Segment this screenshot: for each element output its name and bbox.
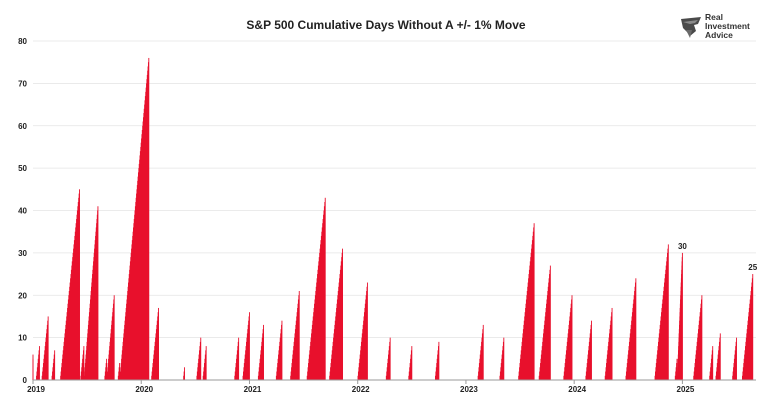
- y-tick-label: 80: [18, 37, 27, 46]
- brand-line-3: Advice: [705, 30, 733, 40]
- y-tick-label: 60: [18, 122, 27, 131]
- brand-line-2: Investment: [705, 21, 750, 31]
- y-tick-label: 50: [18, 164, 27, 173]
- x-tick-label: 2020: [135, 385, 153, 394]
- data-label: 30: [678, 242, 687, 251]
- brand-logo: Real Investment Advice: [681, 12, 750, 40]
- x-axis: 2019 2020 2021 2022 2023 2024 2025: [27, 380, 695, 394]
- x-tick-label: 2025: [677, 385, 695, 394]
- bar: [79, 189, 80, 380]
- bar: [533, 223, 535, 380]
- bar: [97, 206, 99, 380]
- bar: [438, 341, 440, 380]
- bar: [148, 57, 150, 380]
- bars-group: [32, 57, 754, 381]
- bar: [106, 358, 108, 380]
- bar: [712, 346, 714, 380]
- bar: [342, 248, 343, 380]
- bar: [205, 346, 207, 380]
- bar: [83, 346, 85, 380]
- bar: [32, 354, 34, 380]
- bar: [113, 295, 115, 380]
- bar: [184, 367, 185, 380]
- bar: [736, 337, 737, 381]
- y-axis: 0 10 20 30 40 50 60 70 80: [18, 37, 27, 385]
- bar: [238, 337, 240, 381]
- bar: [366, 282, 368, 380]
- bar: [263, 324, 264, 380]
- y-tick-label: 70: [18, 79, 27, 88]
- bar: [47, 316, 49, 380]
- bar: [571, 295, 573, 380]
- bar: [200, 337, 202, 381]
- grid-lines: [33, 40, 756, 339]
- bar: [752, 274, 754, 380]
- chart-title: S&P 500 Cumulative Days Without A +/- 1%…: [246, 18, 526, 32]
- bar: [503, 337, 505, 381]
- bar: [411, 346, 413, 380]
- bar: [249, 312, 250, 380]
- bar: [298, 291, 300, 380]
- bar: [676, 358, 678, 380]
- bar: [719, 333, 721, 380]
- x-tick-label: 2024: [568, 385, 586, 394]
- annotations: 30 25: [678, 242, 758, 272]
- x-tick-label: 2023: [460, 385, 478, 394]
- x-tick-label: 2021: [244, 385, 262, 394]
- bar: [158, 307, 159, 380]
- y-tick-label: 10: [18, 334, 27, 343]
- data-label: 25: [748, 263, 757, 272]
- bar: [389, 337, 391, 381]
- bar: [281, 320, 283, 380]
- x-tick-label: 2019: [27, 385, 45, 394]
- bar: [39, 346, 40, 380]
- bar: [667, 244, 669, 380]
- y-tick-label: 0: [23, 376, 28, 385]
- bar: [701, 295, 703, 380]
- bar: [54, 350, 56, 380]
- y-tick-label: 20: [18, 291, 27, 300]
- bar: [482, 324, 484, 380]
- y-tick-label: 30: [18, 249, 27, 258]
- x-tick-label: 2022: [352, 385, 370, 394]
- bar: [549, 265, 551, 380]
- eagle-shield-icon: [681, 17, 701, 38]
- bar: [611, 307, 613, 380]
- bar: [635, 278, 637, 380]
- bar: [119, 363, 121, 380]
- brand-line-1: Real: [705, 12, 723, 22]
- y-tick-label: 40: [18, 207, 27, 216]
- bar: [681, 252, 683, 381]
- bar: [591, 320, 592, 380]
- bar: [324, 197, 326, 380]
